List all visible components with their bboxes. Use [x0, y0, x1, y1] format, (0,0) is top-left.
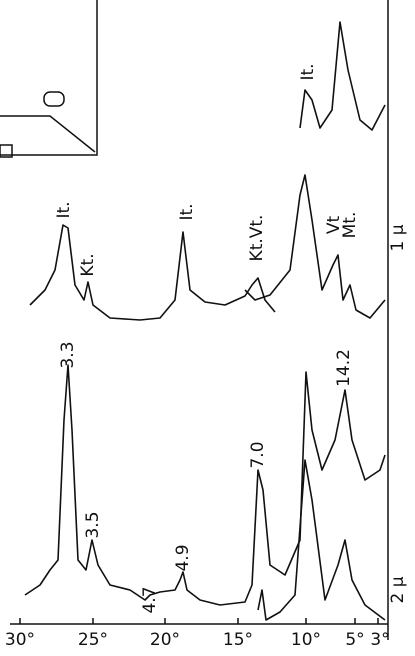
pattern-label: 1 μ	[388, 224, 408, 251]
traces	[25, 22, 385, 620]
tick-label: 5°	[345, 630, 364, 650]
inset-icon	[44, 92, 64, 106]
tick-label: 15°	[223, 630, 253, 650]
axis-line	[10, 0, 388, 640]
tick-label: 30°	[5, 630, 35, 650]
peak-label: Kt.	[78, 253, 98, 276]
axis-ticks	[20, 618, 378, 624]
peak-label: Mt.	[340, 212, 360, 239]
peak-label: It.	[298, 63, 318, 80]
inset-frame	[0, 0, 97, 155]
peak-label: 14.2	[334, 349, 354, 387]
peak-label: 7.0	[248, 441, 268, 468]
peak-label: 3.5	[83, 511, 103, 538]
pattern-label: 2 μ	[388, 576, 408, 603]
inset-sketch	[0, 116, 95, 152]
peak-label: 3.3	[58, 341, 78, 368]
peak-label: Kt.Vt.	[247, 215, 267, 262]
tick-label: 25°	[78, 630, 108, 650]
xrd-figure: 30° 25° 20° 15° 10° 5° 3° 3.3 3.5 4.7 4.…	[0, 0, 415, 656]
tick-label: 3°	[370, 630, 389, 650]
peak-label: It.	[54, 201, 74, 218]
peak-label: 4.7	[140, 586, 160, 613]
tick-label: 20°	[150, 630, 180, 650]
tick-label: 10°	[291, 630, 321, 650]
peak-label: 4.9	[173, 544, 193, 571]
peak-label: It.	[177, 203, 197, 220]
